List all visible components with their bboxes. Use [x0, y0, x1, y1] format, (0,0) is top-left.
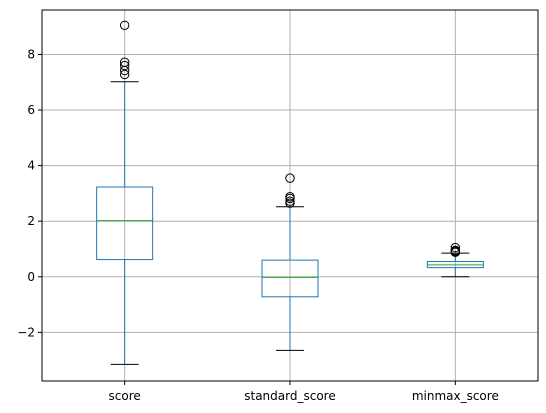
outlier-minmax_score-4 [450, 242, 461, 253]
box-standard_score [261, 173, 319, 351]
box-score [96, 20, 154, 365]
y-tick-label-0: −2 [17, 325, 35, 339]
axes-frame [41, 9, 539, 382]
y-tick-label-1: 0 [27, 270, 35, 284]
x-tick-label-score: score [109, 389, 141, 403]
box-minmax_score [426, 242, 484, 278]
outlier-score-2 [119, 60, 130, 71]
box-layer [96, 20, 484, 365]
outlier-score-4 [119, 20, 130, 30]
y-tick-label-2: 2 [27, 214, 35, 228]
x-tick-label-standard_score: standard_score [244, 389, 335, 403]
outlier-minmax_score-3 [450, 245, 461, 256]
iqr-box-standard_score [261, 259, 319, 298]
tick-layer: −2 0 2 4 6 8 score standard_score minmax_score [17, 47, 499, 403]
y-tick-label-4: 6 [27, 103, 35, 117]
outlier-score-3 [119, 57, 130, 67]
iqr-box-score [96, 186, 154, 261]
y-tick-label-5: 8 [27, 47, 35, 61]
x-tick-label-minmax_score: minmax_score [412, 389, 499, 403]
outlier-standard_score-1 [285, 196, 295, 206]
outlier-standard_score-4 [285, 173, 295, 183]
outlier-standard_score-3 [285, 192, 295, 202]
y-tick-label-3: 4 [27, 159, 35, 173]
